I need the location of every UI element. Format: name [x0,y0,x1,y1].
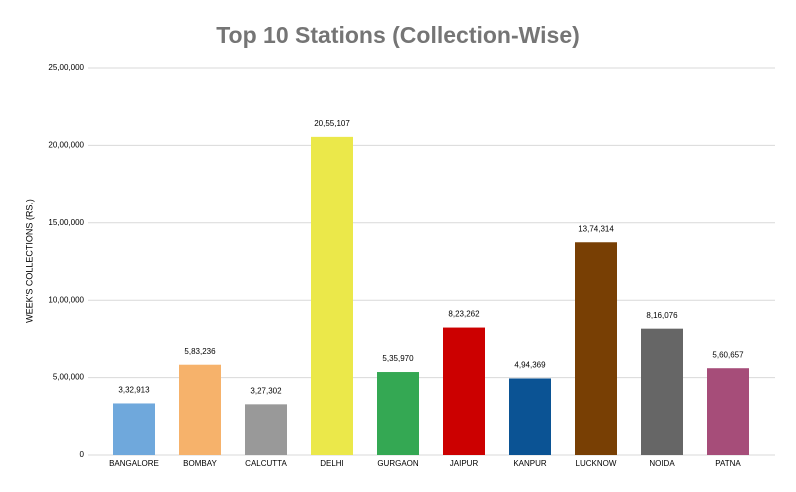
data-label: 5,35,970 [382,354,414,363]
y-tick-label: 15,00,000 [48,218,84,227]
x-tick-label: PATNA [715,459,741,468]
bar [245,404,287,455]
bar [113,403,155,455]
bar [311,136,353,455]
data-label: 8,23,262 [448,310,480,319]
bar [509,378,551,455]
data-label: 8,16,076 [646,311,678,320]
bar [641,328,683,455]
data-label: 5,83,236 [184,347,216,356]
data-label: 4,94,369 [514,361,546,370]
data-label: 20,55,107 [314,119,350,128]
y-tick-label: 25,00,000 [48,63,84,72]
bar [179,364,221,455]
bar [377,372,419,455]
bar [575,242,617,455]
bar [443,327,485,455]
x-tick-label: JAIPUR [450,459,479,468]
y-tick-label: 0 [80,450,85,459]
x-tick-label: BANGALORE [109,459,159,468]
chart-title: Top 10 Stations (Collection-Wise) [216,22,580,48]
data-label: 5,60,657 [712,350,744,359]
y-tick-label: 10,00,000 [48,295,84,304]
x-tick-label: DELHI [320,459,344,468]
x-tick-label: LUCKNOW [576,459,617,468]
data-label: 3,27,302 [250,386,282,395]
data-label: 3,32,913 [118,386,150,395]
x-tick-label: KANPUR [513,459,547,468]
data-label: 13,74,314 [578,224,614,233]
y-axis-label: WEEK'S COLLECTIONS (RS.) [24,199,34,323]
y-tick-label: 20,00,000 [48,141,84,150]
x-tick-label: NOIDA [649,459,675,468]
y-tick-label: 5,00,000 [53,373,85,382]
x-tick-label: GURGAON [377,459,419,468]
x-tick-label: CALCUTTA [245,459,287,468]
x-tick-label: BOMBAY [183,459,217,468]
bar [707,368,749,455]
